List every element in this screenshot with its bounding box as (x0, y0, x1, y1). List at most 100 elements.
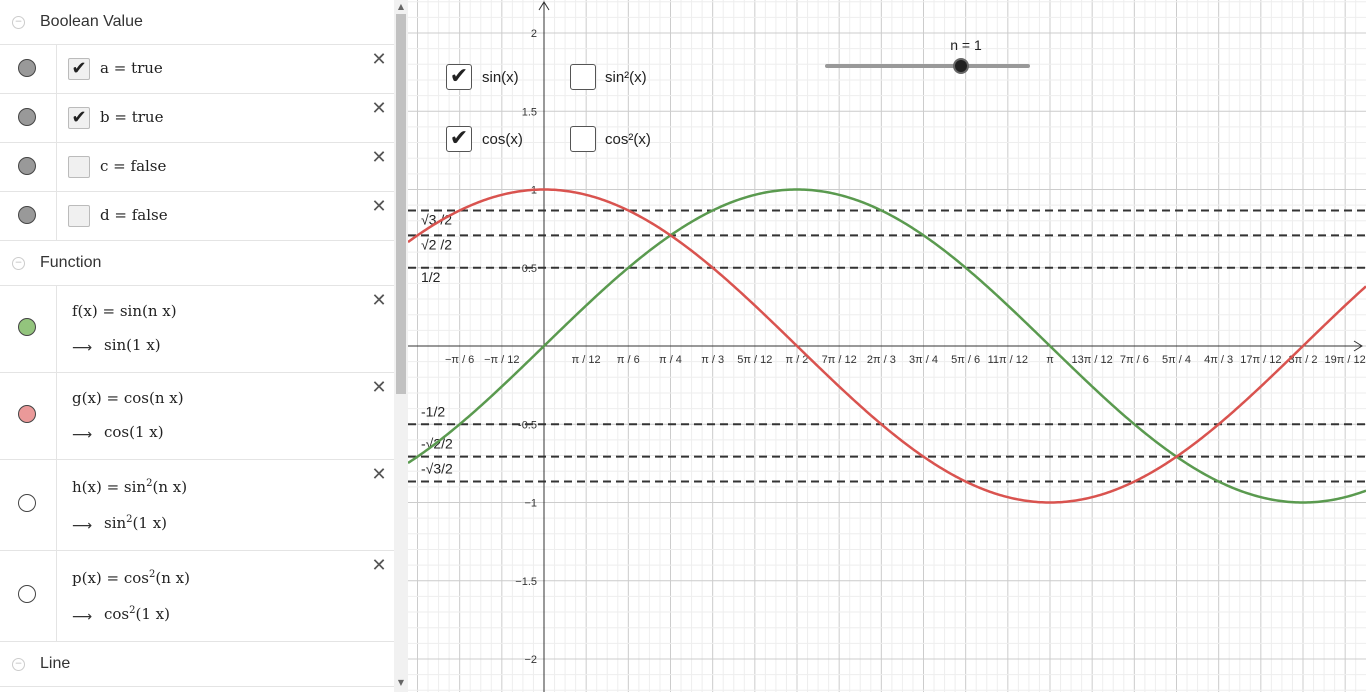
visibility-column (0, 143, 57, 191)
x-tick-label: π / 2 (786, 354, 809, 366)
curve-cos (407, 188, 1366, 504)
boolean-row-d[interactable]: d = false ✕ (0, 192, 394, 241)
x-tick-label: 4π / 3 (1204, 354, 1233, 366)
visibility-toggle[interactable] (18, 108, 36, 126)
collapse-icon[interactable]: − (12, 15, 25, 29)
plot-canvas[interactable]: −π / 6 −π / 12 π / 12 π / 6 π / 4 π / 3 5π / 1… (407, 0, 1366, 692)
visibility-column (0, 286, 57, 372)
collapse-icon[interactable]: − (12, 657, 25, 671)
value-text: (1 x) (132, 514, 168, 532)
boolean-name: c (100, 157, 109, 175)
right-arrow-icon: ⟶ (72, 518, 93, 534)
function-definition: f(x) = sin(n x) (72, 302, 177, 320)
exponent: 2 (126, 514, 133, 525)
visibility-toggle[interactable] (18, 206, 36, 224)
y-tick-label: −1.5 (515, 576, 537, 588)
function-value: sin(1 x) (104, 336, 161, 354)
collapse-icon[interactable]: − (12, 256, 25, 270)
x-tick-label: 5π / 4 (1162, 354, 1191, 366)
section-title: Boolean Value (40, 13, 143, 30)
section-header-line[interactable]: − Line (0, 642, 394, 687)
close-icon[interactable]: ✕ (371, 98, 387, 119)
visibility-column (0, 94, 57, 142)
x-tick-label: π (1046, 354, 1054, 366)
function-row-f[interactable]: f(x) = sin(n x) ⟶ sin(1 x) ✕ (0, 286, 394, 373)
x-tick-label: 7π / 12 (822, 354, 857, 366)
value-text: cos (104, 605, 130, 623)
section-title: Line (40, 655, 71, 672)
algebra-scrollbar[interactable]: ▲ ▼ (394, 0, 408, 692)
value-text: (1 x) (135, 605, 170, 623)
x-tick-label: 5π / 6 (951, 354, 980, 366)
function-row-g[interactable]: g(x) = cos(n x) ⟶ cos(1 x) ✕ (0, 373, 394, 460)
boolean-text: a = true (100, 59, 163, 77)
checkbox-sin-squared[interactable] (570, 64, 596, 90)
boolean-checkbox-c[interactable] (68, 156, 90, 178)
boolean-value: false (131, 206, 168, 224)
boolean-checkbox-b[interactable]: ✔ (68, 107, 90, 129)
visibility-column (0, 551, 57, 641)
function-value: sin2(1 x) (104, 514, 167, 532)
x-tick-label: π / 12 (572, 354, 601, 366)
boolean-name: a (100, 59, 109, 77)
curve-sin (407, 188, 1366, 504)
boolean-checkbox-d[interactable] (68, 205, 90, 227)
scroll-up-icon[interactable]: ▲ (397, 2, 405, 11)
visibility-toggle[interactable] (18, 157, 36, 175)
section-header-function[interactable]: − Function (0, 241, 394, 286)
boolean-text: c = false (100, 157, 167, 175)
x-tick-label: 13π / 12 (1072, 354, 1113, 366)
boolean-row-c[interactable]: c = false ✕ (0, 143, 394, 192)
visibility-toggle[interactable] (18, 59, 36, 77)
checkbox-label-cos: cos(x) (482, 131, 523, 148)
function-definition: g(x) = cos(n x) (72, 389, 184, 407)
function-value: cos(1 x) (104, 423, 164, 441)
boolean-value: true (131, 108, 164, 126)
x-tick-label: 3π / 4 (909, 354, 938, 366)
checkmark-icon: ✔ (449, 64, 469, 89)
x-tick-label: 11π / 12 (988, 354, 1028, 366)
close-icon[interactable]: ✕ (371, 196, 387, 217)
checkbox-cos[interactable]: ✔ (446, 126, 472, 152)
checkbox-sin[interactable]: ✔ (446, 64, 472, 90)
close-icon[interactable]: ✕ (371, 147, 387, 168)
checkbox-label-sin: sin(x) (482, 69, 519, 86)
close-icon[interactable]: ✕ (371, 290, 387, 311)
right-arrow-icon: ⟶ (72, 340, 93, 356)
boolean-checkbox-a[interactable]: ✔ (68, 58, 90, 80)
boolean-row-b[interactable]: ✔ b = true ✕ (0, 94, 394, 143)
function-row-h[interactable]: h(x) = sin2(n x) ⟶ sin2(1 x) ✕ (0, 460, 394, 551)
x-tick-label: 2π / 3 (867, 354, 896, 366)
x-tick-label: π / 6 (617, 354, 640, 366)
reference-line-label: 1/2 (421, 269, 441, 285)
reference-line-label: √3 /2 (421, 211, 452, 227)
visibility-toggle[interactable] (18, 405, 36, 423)
slider-knob[interactable] (953, 58, 969, 74)
function-row-p[interactable]: p(x) = cos2(n x) ⟶ cos2(1 x) ✕ (0, 551, 394, 642)
function-definition: h(x) = sin2(n x) (72, 478, 187, 496)
checkbox-cos-squared[interactable] (570, 126, 596, 152)
x-tick-label: 17π / 12 (1240, 354, 1281, 366)
checkmark-icon: ✔ (71, 58, 87, 79)
close-icon[interactable]: ✕ (371, 464, 387, 485)
function-definition: p(x) = cos2(n x) (72, 569, 190, 587)
boolean-value: false (130, 157, 167, 175)
section-header-boolean[interactable]: − Boolean Value (0, 0, 394, 45)
close-icon[interactable]: ✕ (371, 49, 387, 70)
checkmark-icon: ✔ (71, 107, 87, 128)
scroll-down-icon[interactable]: ▼ (397, 678, 405, 687)
x-tick-label: −π / 12 (484, 354, 519, 366)
definition-text: (n x) (152, 478, 188, 496)
x-tick-label: 3π / 2 (1289, 354, 1318, 366)
visibility-toggle[interactable] (18, 585, 36, 603)
exponent: 2 (129, 605, 136, 616)
close-icon[interactable]: ✕ (371, 555, 387, 576)
graphics-view[interactable]: −π / 6 −π / 12 π / 12 π / 6 π / 4 π / 3 5π / 1… (407, 0, 1366, 692)
y-tick-label: 1.5 (522, 106, 537, 118)
visibility-toggle[interactable] (18, 494, 36, 512)
scroll-thumb[interactable] (396, 14, 406, 394)
visibility-toggle[interactable] (18, 318, 36, 336)
close-icon[interactable]: ✕ (371, 377, 387, 398)
boolean-row-a[interactable]: ✔ a = true ✕ (0, 45, 394, 94)
value-text: sin (104, 514, 127, 532)
